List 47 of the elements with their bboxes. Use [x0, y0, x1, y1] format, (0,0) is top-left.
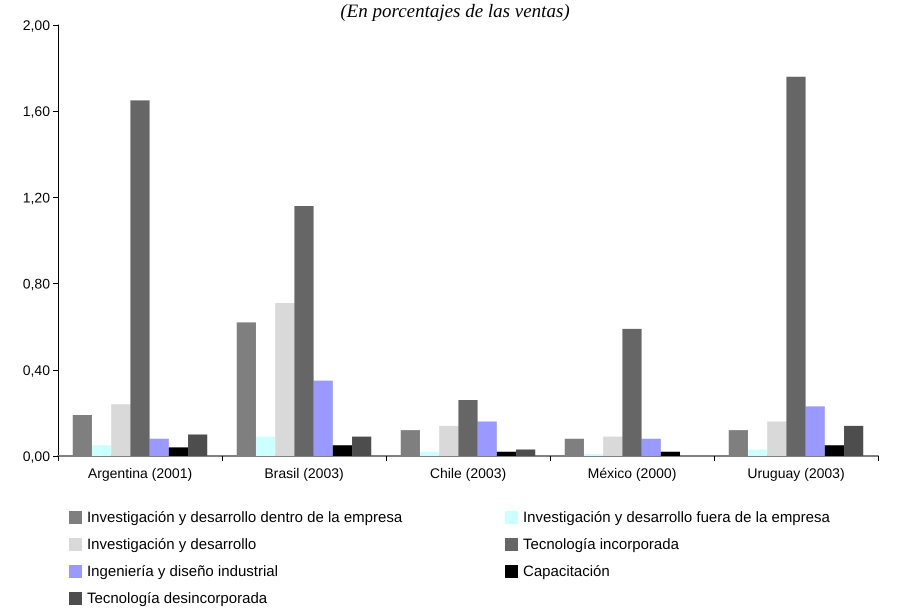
bar — [516, 450, 536, 456]
bar — [478, 422, 497, 456]
x-tick-label: Argentina (2001) — [88, 465, 192, 481]
chart-title: (En porcentajes de las ventas) — [340, 1, 570, 22]
bar — [314, 380, 333, 456]
bar — [806, 406, 825, 456]
bar — [439, 426, 458, 456]
x-tick-label: Chile (2003) — [430, 465, 506, 481]
bar — [603, 436, 622, 456]
bar — [256, 436, 276, 456]
x-tick-label: Uruguay (2003) — [747, 465, 845, 481]
y-tick-label: 0,00 — [22, 448, 50, 464]
bar — [168, 447, 188, 456]
bar — [111, 404, 130, 456]
bar — [130, 100, 150, 456]
legend-label: Capacitación — [523, 563, 610, 580]
bar — [642, 438, 661, 456]
legend-label: Investigación y desarrollo — [87, 536, 256, 553]
bar — [786, 76, 806, 456]
legend-label: Investigación y desarrollo fuera de la empresa — [523, 509, 830, 526]
bar — [824, 445, 844, 456]
bar — [660, 452, 680, 456]
x-tick-label: México (2000) — [588, 465, 676, 481]
bar — [294, 206, 314, 456]
y-tick-label: 0,80 — [22, 276, 50, 292]
bar — [496, 452, 516, 456]
bar — [275, 302, 294, 456]
legend-label: Ingeniería y diseño industrial — [87, 563, 278, 580]
bar — [844, 426, 864, 456]
bar — [458, 400, 478, 456]
y-tick-label: 1,60 — [22, 103, 50, 120]
bar — [420, 452, 440, 456]
bar — [748, 450, 768, 456]
bar — [92, 445, 112, 456]
bar — [622, 328, 642, 456]
legend-label: Tecnología incorporada — [523, 536, 680, 553]
legend-label: Investigación y desarrollo dentro de la empresa — [87, 509, 403, 526]
bar — [188, 434, 208, 456]
bar — [332, 445, 352, 456]
x-tick-label: Brasil (2003) — [264, 465, 344, 481]
bar — [767, 422, 786, 456]
y-tick-label: 0,40 — [22, 362, 50, 378]
y-tick-label: 1,20 — [22, 189, 50, 206]
legend-label: Tecnología desincorporada — [87, 590, 268, 607]
bar — [150, 438, 169, 456]
y-tick-label: 2,00 — [22, 17, 50, 33]
bar — [352, 436, 372, 456]
